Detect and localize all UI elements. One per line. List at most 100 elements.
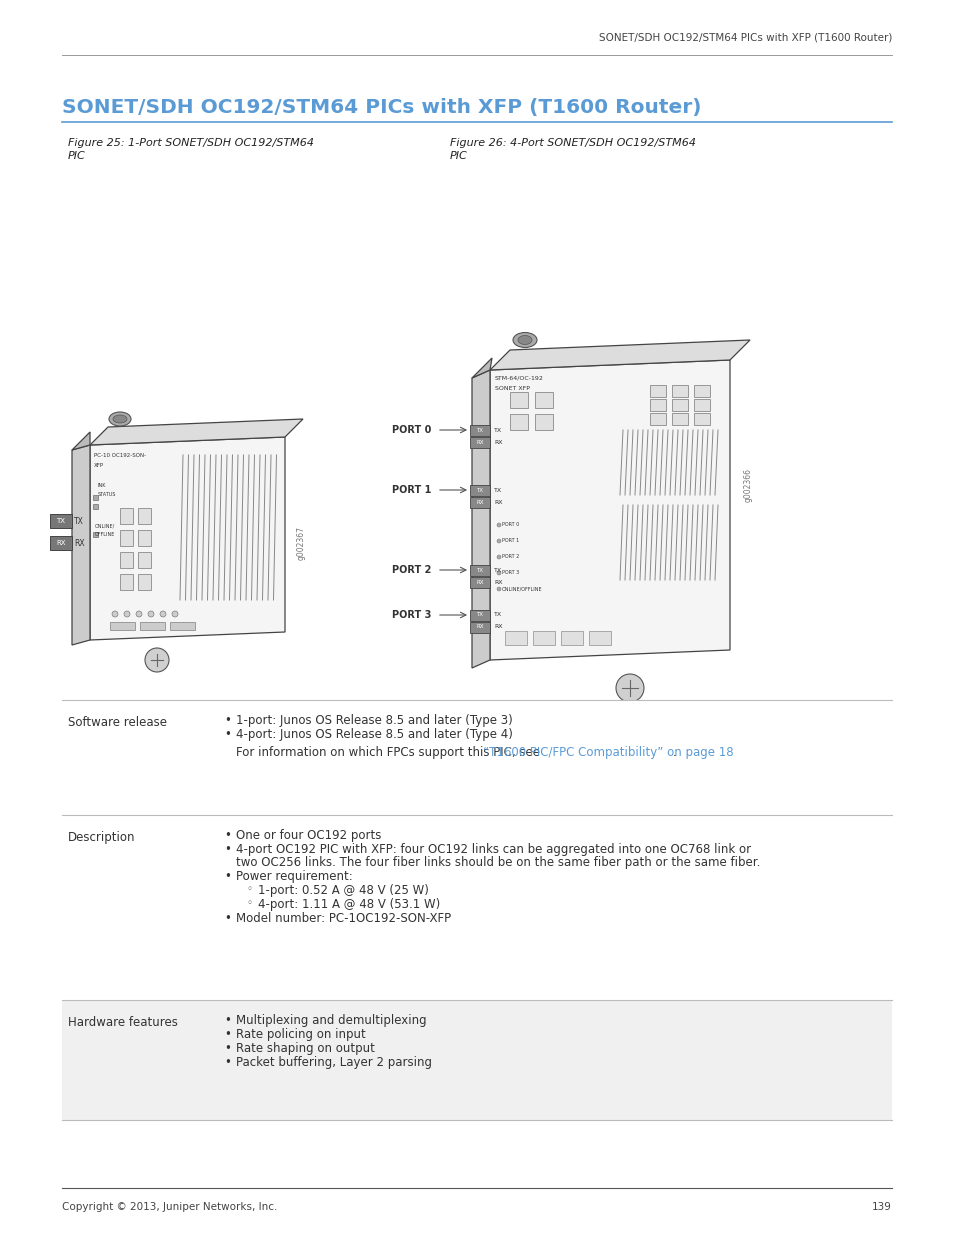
Bar <box>138 530 151 546</box>
Bar <box>92 532 98 537</box>
Text: •: • <box>224 1056 231 1070</box>
Bar <box>533 631 555 645</box>
Bar <box>50 514 71 529</box>
Polygon shape <box>71 432 90 450</box>
Text: Figure 26: 4-Port SONET/SDH OC192/STM64: Figure 26: 4-Port SONET/SDH OC192/STM64 <box>450 138 696 148</box>
Bar <box>535 391 553 408</box>
Bar <box>510 391 527 408</box>
Bar <box>62 1000 891 1120</box>
Text: STM-64/OC-192: STM-64/OC-192 <box>495 375 543 380</box>
Bar <box>92 504 98 509</box>
Ellipse shape <box>112 415 127 424</box>
Text: RX: RX <box>494 499 502 505</box>
Circle shape <box>497 571 500 576</box>
Text: RX: RX <box>494 440 502 445</box>
Bar <box>560 631 582 645</box>
Circle shape <box>148 611 153 618</box>
Text: Software release: Software release <box>68 716 167 729</box>
Text: PIC: PIC <box>450 151 467 161</box>
Bar <box>50 536 71 550</box>
Bar <box>649 412 665 425</box>
Circle shape <box>124 611 130 618</box>
Text: RX: RX <box>56 540 66 546</box>
Bar <box>120 574 132 590</box>
Polygon shape <box>90 419 303 445</box>
Polygon shape <box>490 359 729 659</box>
Text: RX: RX <box>476 499 483 505</box>
Text: RX: RX <box>74 538 85 547</box>
Text: Description: Description <box>68 831 135 844</box>
Text: STATUS: STATUS <box>98 492 116 496</box>
Text: Multiplexing and demultiplexing: Multiplexing and demultiplexing <box>235 1014 426 1028</box>
Bar <box>671 385 687 396</box>
Text: •: • <box>224 911 231 925</box>
Bar <box>671 399 687 411</box>
Text: PORT 1: PORT 1 <box>392 485 431 495</box>
Text: TX: TX <box>476 427 483 432</box>
Bar <box>470 577 490 588</box>
Text: ◦: ◦ <box>246 884 252 894</box>
Text: •: • <box>224 1014 231 1028</box>
Circle shape <box>497 522 500 527</box>
Text: •: • <box>224 727 231 741</box>
Text: RX: RX <box>476 625 483 630</box>
Text: •: • <box>224 1028 231 1041</box>
Text: 4-port: Junos OS Release 8.5 and later (Type 4): 4-port: Junos OS Release 8.5 and later (… <box>235 727 513 741</box>
Bar <box>138 574 151 590</box>
Text: 4-port: 1.11 A @ 48 V (53.1 W): 4-port: 1.11 A @ 48 V (53.1 W) <box>257 898 439 911</box>
Bar <box>120 552 132 568</box>
Text: INK: INK <box>98 483 107 488</box>
Text: RX: RX <box>494 579 502 584</box>
Text: TX: TX <box>74 516 84 526</box>
Text: TX: TX <box>476 613 483 618</box>
Text: •: • <box>224 714 231 727</box>
Text: TX: TX <box>494 488 501 493</box>
Text: •: • <box>224 844 231 856</box>
Text: PORT 1: PORT 1 <box>501 538 518 543</box>
Text: g002367: g002367 <box>296 526 306 559</box>
Text: PORT 0: PORT 0 <box>501 522 518 527</box>
Text: SONET/SDH OC192/STM64 PICs with XFP (T1600 Router): SONET/SDH OC192/STM64 PICs with XFP (T16… <box>598 33 891 43</box>
Circle shape <box>172 611 178 618</box>
Text: •: • <box>224 1042 231 1055</box>
Polygon shape <box>90 437 285 640</box>
Bar <box>693 385 709 396</box>
Polygon shape <box>472 370 490 668</box>
Bar <box>120 508 132 524</box>
Text: PIC: PIC <box>68 151 86 161</box>
Text: Hardware features: Hardware features <box>68 1016 177 1029</box>
Text: OFFLINE: OFFLINE <box>95 532 115 537</box>
Text: Packet buffering, Layer 2 parsing: Packet buffering, Layer 2 parsing <box>235 1056 432 1070</box>
Bar <box>470 485 490 496</box>
Text: g002366: g002366 <box>743 468 752 501</box>
Text: PORT 2: PORT 2 <box>501 555 518 559</box>
Text: PC-10 OC192-SON-: PC-10 OC192-SON- <box>94 453 146 458</box>
Text: •: • <box>224 829 231 842</box>
Bar <box>671 412 687 425</box>
Ellipse shape <box>145 648 169 672</box>
Bar <box>588 631 610 645</box>
Text: SONET/SDH OC192/STM64 PICs with XFP (T1600 Router): SONET/SDH OC192/STM64 PICs with XFP (T16… <box>62 99 700 117</box>
Ellipse shape <box>517 336 532 345</box>
Ellipse shape <box>616 674 643 701</box>
Circle shape <box>136 611 142 618</box>
Text: 139: 139 <box>871 1202 891 1212</box>
Text: TX: TX <box>476 488 483 493</box>
Text: XFP: XFP <box>94 463 104 468</box>
Bar <box>649 399 665 411</box>
Circle shape <box>497 538 500 543</box>
Text: ONLINE/OFFLINE: ONLINE/OFFLINE <box>501 587 542 592</box>
Polygon shape <box>490 340 749 370</box>
Text: PORT 3: PORT 3 <box>501 571 518 576</box>
Bar <box>693 399 709 411</box>
Text: •: • <box>224 869 231 883</box>
Text: Model number: PC-1OC192-SON-XFP: Model number: PC-1OC192-SON-XFP <box>235 911 451 925</box>
Bar <box>504 631 526 645</box>
Bar <box>510 414 527 430</box>
Text: One or four OC192 ports: One or four OC192 ports <box>235 829 381 842</box>
Polygon shape <box>472 358 492 378</box>
Text: TX: TX <box>494 568 501 573</box>
Bar <box>62 815 891 1000</box>
Text: 4-port OC192 PIC with XFP: four OC192 links can be aggregated into one OC768 lin: 4-port OC192 PIC with XFP: four OC192 li… <box>235 844 750 856</box>
Ellipse shape <box>109 412 131 426</box>
